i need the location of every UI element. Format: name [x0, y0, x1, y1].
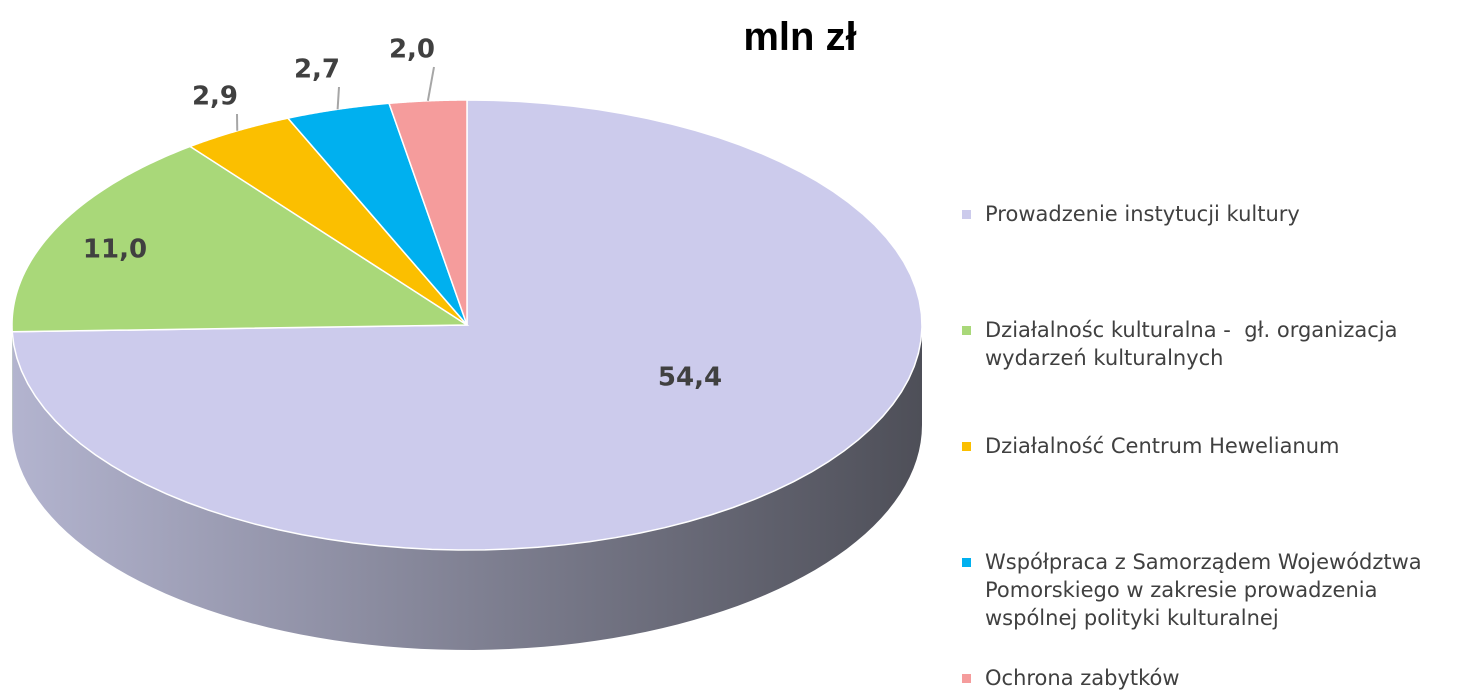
leader-line	[428, 67, 434, 101]
legend-item: Prowadzenie instytucji kultury	[962, 200, 1472, 228]
data-label: 2,9	[192, 82, 238, 112]
legend-item: Współpraca z Samorządem Województwa Pomo…	[962, 548, 1472, 632]
chart-title: mln zł	[743, 15, 856, 59]
legend-label: Współpraca z Samorządem Województwa Pomo…	[985, 548, 1472, 632]
legend-label: Ochrona zabytków	[985, 664, 1180, 692]
legend-item: Działalnośc kulturalna - gł. organizacja…	[962, 316, 1472, 372]
legend-swatch	[962, 674, 971, 683]
legend-item: Działalność Centrum Hewelianum	[962, 432, 1472, 460]
legend-swatch	[962, 326, 971, 335]
data-label: 2,7	[294, 55, 340, 85]
legend-label: Prowadzenie instytucji kultury	[985, 200, 1300, 228]
legend-label: Działalnośc kulturalna - gł. organizacja…	[985, 316, 1472, 372]
legend-swatch	[962, 558, 971, 567]
legend-swatch	[962, 442, 971, 451]
legend-item: Ochrona zabytków	[962, 664, 1472, 692]
legend-label: Działalność Centrum Hewelianum	[985, 432, 1340, 460]
data-label: 54,4	[658, 363, 722, 393]
data-label: 11,0	[83, 235, 147, 265]
legend-swatch	[962, 210, 971, 219]
leader-line	[338, 87, 339, 109]
data-label: 2,0	[389, 35, 435, 65]
